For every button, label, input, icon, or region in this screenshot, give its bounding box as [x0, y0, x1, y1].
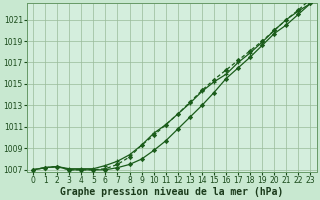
- X-axis label: Graphe pression niveau de la mer (hPa): Graphe pression niveau de la mer (hPa): [60, 186, 284, 197]
